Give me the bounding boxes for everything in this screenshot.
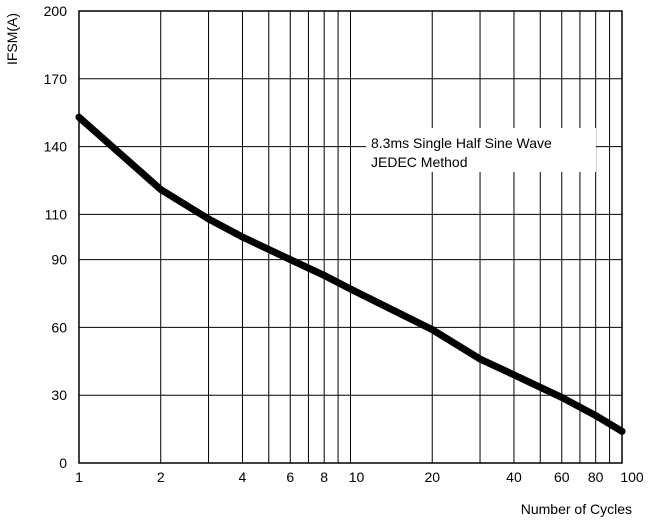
y-tick-label: 110: [45, 206, 68, 222]
data-point: [320, 271, 328, 279]
y-tick-labels: 0 30 60 90 110 140 170 200: [44, 3, 68, 471]
data-point: [157, 186, 165, 194]
grid-lines: [79, 11, 622, 463]
x-tick-label: 20: [424, 469, 440, 485]
y-axis-label: IFSM(A): [4, 13, 20, 65]
annotation-background: [366, 128, 596, 172]
y-tick-label: 170: [44, 71, 68, 87]
data-point: [476, 355, 484, 363]
x-axis-label: Number of Cycles: [521, 501, 632, 517]
annotation-line-2: JEDEC Method: [371, 154, 467, 170]
series: [75, 113, 626, 435]
data-point: [592, 412, 600, 420]
y-tick-label: 0: [59, 455, 67, 471]
data-point: [558, 393, 566, 401]
data-point: [510, 371, 518, 379]
y-tick-label: 200: [44, 3, 68, 19]
x-tick-label: 1: [75, 469, 83, 485]
x-tick-label: 8: [320, 469, 328, 485]
data-point: [618, 427, 626, 435]
x-tick-label: 2: [157, 469, 165, 485]
x-tick-label: 6: [286, 469, 294, 485]
data-point: [75, 113, 83, 121]
x-tick-labels: 1 2 4 6 8 10 20 40 60 80 100: [75, 469, 644, 485]
x-tick-label: 40: [506, 469, 522, 485]
y-tick-label: 90: [51, 252, 67, 268]
annotation-line-1: 8.3ms Single Half Sine Wave: [371, 135, 552, 151]
x-tick-label: 4: [239, 469, 247, 485]
annotation: 8.3ms Single Half Sine Wave JEDEC Method: [366, 128, 596, 172]
data-point: [428, 326, 436, 334]
data-point: [286, 256, 294, 264]
x-tick-label: 10: [349, 469, 365, 485]
y-tick-label: 30: [51, 387, 67, 403]
x-tick-label: 80: [588, 469, 604, 485]
x-tick-label: 100: [620, 469, 644, 485]
data-point: [205, 215, 213, 223]
y-tick-label: 140: [44, 139, 68, 155]
data-point: [238, 233, 246, 241]
plot-frame: [78, 10, 623, 464]
y-tick-label: 60: [51, 319, 67, 335]
data-point: [347, 285, 354, 293]
x-tick-label: 60: [554, 469, 570, 485]
